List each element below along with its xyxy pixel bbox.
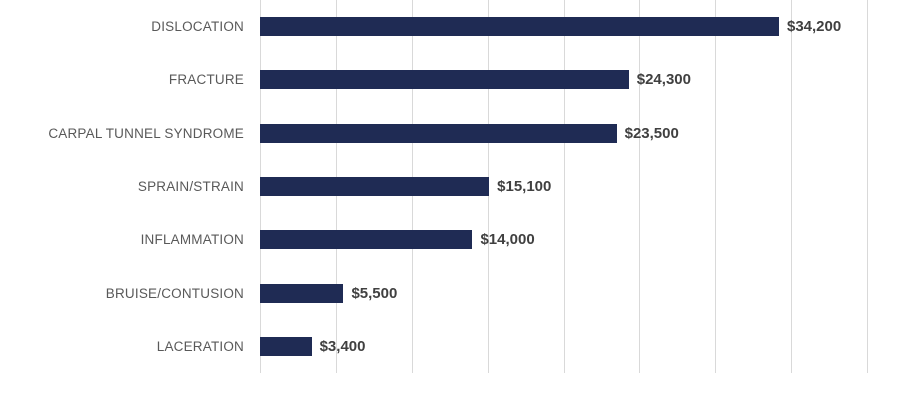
category-label: CARPAL TUNNEL SYNDROME	[48, 125, 244, 141]
category-row: CARPAL TUNNEL SYNDROME	[0, 107, 244, 160]
bar	[260, 123, 617, 143]
category-label: SPRAIN/STRAIN	[137, 178, 244, 194]
gridline	[639, 0, 641, 373]
gridline	[791, 0, 793, 373]
bar	[260, 17, 779, 37]
value-label: $3,400	[319, 337, 366, 355]
category-label: BRUISE/CONTUSION	[105, 285, 244, 301]
value-label: $15,100	[497, 177, 552, 195]
bar	[260, 283, 344, 303]
value-label: $23,500	[624, 124, 679, 142]
plot-area: $34,200 $24,300 $23,500 $15,100 $14,000 $5,50…	[260, 0, 868, 373]
bar-row: $3,400	[260, 320, 867, 373]
bar-row: $5,500	[260, 266, 867, 319]
bar-rows: $34,200 $24,300 $23,500 $15,100 $14,000 $5,50…	[260, 0, 867, 373]
bar-row: $24,300	[260, 53, 867, 106]
category-row: LACERATION	[0, 320, 244, 373]
category-row: SPRAIN/STRAIN	[0, 160, 244, 213]
bar-row: $14,000	[260, 213, 867, 266]
bar	[260, 70, 629, 90]
value-label: $14,000	[480, 231, 535, 249]
category-label: LACERATION	[156, 338, 244, 354]
category-label: DISLOCATION	[151, 19, 244, 35]
category-row: INFLAMMATION	[0, 213, 244, 266]
bar	[260, 230, 473, 250]
bar-row: $15,100	[260, 160, 867, 213]
bar	[260, 336, 312, 356]
bar-row: $34,200	[260, 0, 867, 53]
category-label: INFLAMMATION	[140, 232, 244, 248]
category-row: DISLOCATION	[0, 0, 244, 53]
category-row: FRACTURE	[0, 53, 244, 106]
category-axis: DISLOCATION FRACTURE CARPAL TUNNEL SYNDROM…	[0, 0, 244, 373]
gridline	[563, 0, 565, 373]
bar	[260, 176, 490, 196]
category-label: FRACTURE	[168, 72, 244, 88]
value-label: $24,300	[636, 71, 691, 89]
category-row: BRUISE/CONTUSION	[0, 266, 244, 319]
gridline	[867, 0, 868, 373]
bar-row: $23,500	[260, 107, 867, 160]
value-label: $34,200	[786, 18, 842, 36]
gridline	[715, 0, 717, 373]
value-label: $5,500	[351, 284, 398, 302]
